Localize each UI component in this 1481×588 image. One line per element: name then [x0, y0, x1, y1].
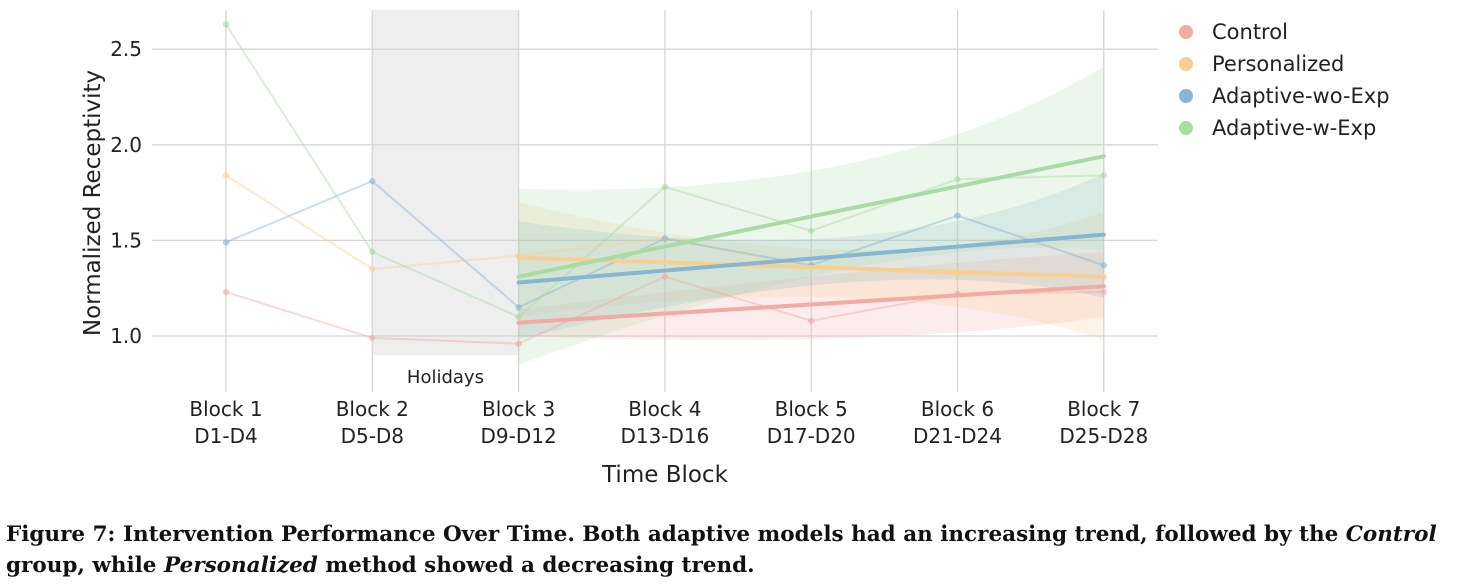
- x-axis-title: Time Block: [601, 462, 728, 488]
- legend-label: Adaptive-wo-Exp: [1212, 84, 1390, 108]
- x-tick-label-block: Block 2: [336, 397, 409, 421]
- x-tick-label-block: Block 5: [775, 397, 848, 421]
- data-point-control: [1100, 288, 1108, 296]
- data-point-adaptive-wo-exp: [661, 235, 669, 242]
- data-point-control: [808, 317, 815, 324]
- chart: Holidays 1.0 1.5 2.0 2.5 Block 1 D1-D4 Block 2…: [80, 10, 1390, 488]
- caption-segment: method showed a decreasing trend.: [317, 553, 755, 578]
- x-tick-label-days: D1-D4: [194, 424, 257, 448]
- holidays-label: Holidays: [407, 367, 484, 388]
- data-point-adaptive-w-exp: [369, 248, 376, 256]
- x-tick-label-days: D21-D24: [913, 424, 1002, 448]
- data-point-adaptive-w-exp: [661, 183, 669, 191]
- data-point-adaptive-w-exp: [515, 313, 522, 321]
- legend-label: Control: [1212, 20, 1288, 44]
- trend-line-adaptive-wo-exp: [516, 232, 1106, 285]
- caption-segment: Personalized: [163, 553, 318, 578]
- data-point-adaptive-w-exp: [222, 21, 230, 28]
- trend-line-personalized: [516, 255, 1106, 279]
- trend-line-control: [516, 284, 1106, 325]
- x-tick-label-block: Block 4: [628, 397, 701, 421]
- data-point-adaptive-wo-exp: [369, 177, 376, 185]
- data-point-personalized: [222, 172, 230, 179]
- data-point-control: [515, 340, 522, 347]
- x-tick-label-days: D17-D20: [767, 424, 856, 448]
- legend-label: Adaptive-w-Exp: [1212, 116, 1376, 140]
- x-tick-label-block: Block 1: [189, 397, 262, 421]
- y-tick-label: 2.0: [110, 133, 142, 157]
- data-point-adaptive-wo-exp: [515, 304, 522, 311]
- data-point-control: [369, 334, 376, 342]
- y-tick-label: 2.5: [110, 37, 142, 61]
- data-point-adaptive-wo-exp: [222, 239, 230, 246]
- y-tick-label: 1.0: [110, 324, 142, 348]
- x-tick-label-days: D13-D16: [620, 424, 709, 448]
- data-point-adaptive-w-exp: [954, 176, 961, 183]
- y-tick-label: 1.5: [110, 228, 142, 252]
- x-tick-label-days: D5-D8: [341, 424, 404, 448]
- holidays-region: [372, 10, 519, 355]
- x-tick-label-block: Block 3: [482, 397, 555, 421]
- x-tick-label-days: D25-D28: [1059, 424, 1148, 448]
- data-point-adaptive-wo-exp: [1100, 262, 1108, 269]
- data-point-adaptive-w-exp: [1100, 172, 1108, 179]
- legend-marker: [1179, 89, 1193, 103]
- data-point-personalized: [369, 265, 376, 273]
- legend-marker: [1179, 25, 1193, 39]
- data-point-adaptive-w-exp: [808, 227, 815, 235]
- x-tick-label-block: Block 7: [1067, 397, 1140, 421]
- data-point-control: [222, 288, 230, 296]
- y-axis-title: Normalized Receptivity: [80, 70, 106, 336]
- x-tick-label-block: Block 6: [921, 397, 994, 421]
- data-point-adaptive-wo-exp: [954, 212, 961, 219]
- figure-caption: Figure 7: Intervention Performance Over …: [6, 519, 1476, 581]
- x-tick-label-days: D9-D12: [480, 424, 556, 448]
- caption-segment: Control: [1345, 522, 1437, 547]
- caption-segment: Figure 7: Intervention Performance Over …: [6, 522, 1346, 547]
- trend-line-adaptive-w-exp: [516, 154, 1106, 279]
- legend-label: Personalized: [1212, 52, 1344, 76]
- data-point-control: [661, 273, 669, 280]
- legend-marker: [1179, 121, 1193, 135]
- legend-marker: [1179, 57, 1193, 71]
- caption-segment: group, while: [6, 553, 164, 578]
